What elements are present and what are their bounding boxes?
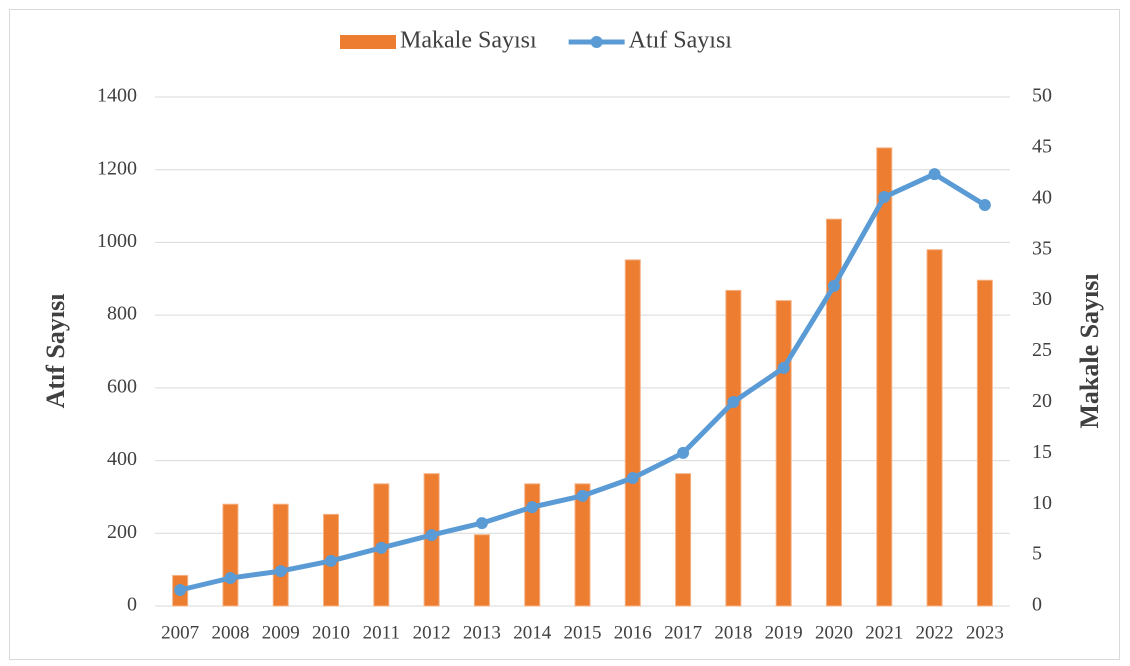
y-tick-label: 0 xyxy=(127,594,137,616)
bar xyxy=(675,473,692,607)
x-tick-label: 2013 xyxy=(463,622,501,643)
chart-border xyxy=(9,9,1120,660)
y2-tick-label: 30 xyxy=(1032,288,1052,310)
bar xyxy=(926,249,943,607)
line-marker xyxy=(174,584,187,597)
x-tick-label: 2015 xyxy=(564,622,602,643)
bar xyxy=(473,534,490,607)
y2-tick-label: 20 xyxy=(1032,390,1052,412)
x-tick-label: 2007 xyxy=(161,622,199,643)
bar xyxy=(524,483,541,607)
line-marker xyxy=(526,501,539,514)
line-marker xyxy=(375,541,388,554)
y2-tick-label: 40 xyxy=(1032,186,1052,208)
line-marker xyxy=(827,280,840,293)
y2-tick-label: 35 xyxy=(1032,237,1052,259)
y-tick-label: 600 xyxy=(107,375,137,397)
x-tick-label: 2019 xyxy=(765,622,803,643)
line-marker xyxy=(878,190,891,203)
bar xyxy=(825,218,842,607)
legend-marker xyxy=(590,36,603,48)
line-marker xyxy=(224,572,237,585)
line-marker xyxy=(475,517,488,530)
x-tick-label: 2012 xyxy=(413,622,451,643)
y-tick-label: 1400 xyxy=(97,85,137,107)
legend: Makale Sayısı Atıf Sayısı xyxy=(340,28,732,54)
x-tick-label: 2021 xyxy=(865,622,903,643)
legend-label: Makale Sayısı xyxy=(400,28,537,54)
y-axis-title: Atıf Sayısı xyxy=(41,294,70,409)
line-marker xyxy=(626,472,639,485)
x-tick-label: 2018 xyxy=(714,622,752,643)
y-tick-label: 400 xyxy=(107,448,137,470)
x-tick-label: 2017 xyxy=(664,622,702,643)
x-tick-label: 2016 xyxy=(614,622,652,643)
line-marker xyxy=(677,446,690,459)
y-tick-label: 800 xyxy=(107,303,137,325)
y2-tick-label: 5 xyxy=(1032,543,1042,565)
line-marker xyxy=(928,168,941,181)
x-tick-label: 2008 xyxy=(211,622,249,643)
bar xyxy=(574,483,591,607)
x-tick-label: 2020 xyxy=(815,622,853,643)
x-tick-label: 2011 xyxy=(363,622,400,643)
y2-tick-label: 50 xyxy=(1032,85,1052,107)
bar xyxy=(976,279,993,607)
line-marker xyxy=(325,554,338,567)
y2-tick-label: 15 xyxy=(1032,441,1052,463)
x-tick-label: 2022 xyxy=(916,622,954,643)
bar xyxy=(624,259,641,607)
line-marker xyxy=(978,198,991,211)
y2-axis-title: Makale Sayısı xyxy=(1075,273,1104,428)
y2-tick-label: 10 xyxy=(1032,492,1052,514)
y2-tick-label: 0 xyxy=(1032,594,1042,616)
bar xyxy=(775,300,792,607)
bar xyxy=(222,503,239,607)
line-marker xyxy=(777,361,790,374)
line-marker xyxy=(727,396,740,409)
line-marker xyxy=(274,565,287,578)
y-tick-label: 1000 xyxy=(97,230,137,252)
x-tick-label: 2014 xyxy=(513,622,552,643)
y2-tick-label: 25 xyxy=(1032,339,1052,361)
y2-tick-label: 45 xyxy=(1032,135,1052,157)
bar xyxy=(876,147,893,607)
line-marker xyxy=(576,489,589,502)
y-tick-label: 200 xyxy=(107,521,137,543)
line-marker xyxy=(425,529,438,542)
x-tick-label: 2009 xyxy=(262,622,300,643)
legend-label: Atıf Sayısı xyxy=(629,28,733,54)
legend-swatch xyxy=(340,35,396,49)
x-tick-label: 2023 xyxy=(966,622,1004,643)
x-tick-label: 2010 xyxy=(312,622,350,643)
bar xyxy=(272,503,289,607)
y-tick-label: 1200 xyxy=(97,157,137,179)
bar xyxy=(725,289,742,607)
